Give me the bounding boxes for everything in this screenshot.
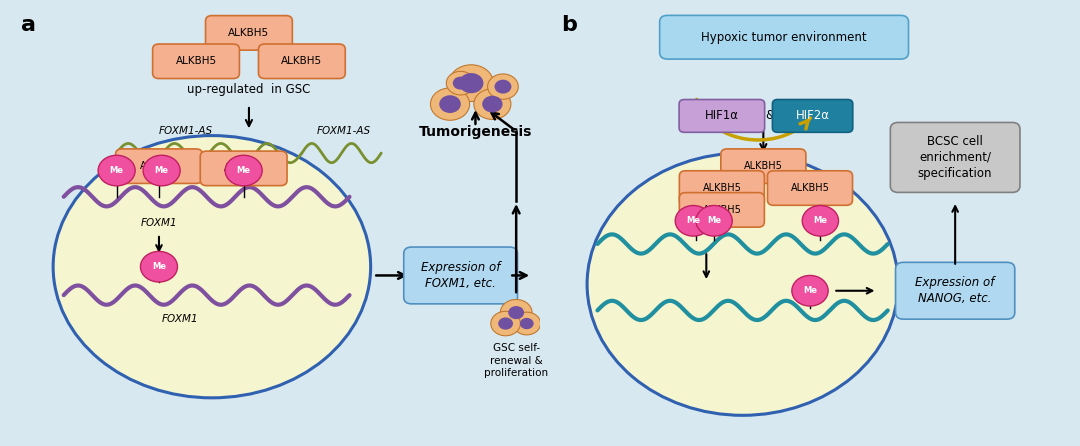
Text: FOXM1-AS: FOXM1-AS — [318, 126, 372, 136]
Circle shape — [500, 299, 532, 326]
FancyBboxPatch shape — [768, 171, 852, 205]
Text: BCSC cell
enrichment/
specification: BCSC cell enrichment/ specification — [918, 135, 993, 180]
Text: HIF1α: HIF1α — [705, 109, 739, 122]
Text: Tumorigenesis: Tumorigenesis — [419, 124, 532, 139]
Text: b: b — [562, 15, 577, 35]
Circle shape — [495, 80, 512, 94]
FancyBboxPatch shape — [205, 16, 293, 50]
Circle shape — [144, 155, 180, 186]
FancyBboxPatch shape — [772, 99, 853, 132]
Text: Me: Me — [237, 166, 251, 175]
Text: ALKBH5: ALKBH5 — [744, 161, 783, 171]
Circle shape — [513, 312, 540, 335]
Circle shape — [802, 206, 838, 236]
Text: Me: Me — [110, 166, 123, 175]
Circle shape — [588, 153, 899, 415]
Circle shape — [449, 65, 494, 102]
Circle shape — [140, 252, 177, 282]
Text: Expression of
FOXM1, etc.: Expression of FOXM1, etc. — [421, 261, 500, 290]
Text: ALKBH5: ALKBH5 — [791, 183, 829, 193]
Circle shape — [98, 155, 135, 186]
FancyBboxPatch shape — [200, 151, 287, 186]
Text: Me: Me — [687, 216, 700, 225]
FancyBboxPatch shape — [679, 171, 765, 205]
Circle shape — [487, 74, 518, 99]
Text: FOXM1: FOXM1 — [140, 218, 177, 228]
Text: ALKBH5: ALKBH5 — [225, 163, 264, 173]
Text: ALKBH5: ALKBH5 — [702, 183, 741, 193]
FancyBboxPatch shape — [404, 247, 517, 304]
FancyBboxPatch shape — [679, 99, 765, 132]
FancyBboxPatch shape — [720, 149, 806, 183]
Text: ALKBH5: ALKBH5 — [702, 205, 741, 215]
Text: FOXM1-AS: FOXM1-AS — [159, 126, 213, 136]
Text: Me: Me — [152, 262, 166, 271]
Circle shape — [225, 155, 262, 186]
Circle shape — [474, 89, 511, 120]
Text: Me: Me — [154, 166, 168, 175]
Text: &: & — [765, 109, 774, 122]
Circle shape — [498, 318, 513, 330]
Circle shape — [519, 318, 534, 329]
Circle shape — [431, 88, 470, 120]
FancyBboxPatch shape — [152, 44, 240, 78]
Circle shape — [696, 206, 732, 236]
Text: Hypoxic tumor environment: Hypoxic tumor environment — [701, 31, 867, 44]
Text: Me: Me — [804, 286, 816, 295]
FancyBboxPatch shape — [895, 262, 1015, 319]
Circle shape — [440, 95, 461, 113]
Circle shape — [446, 71, 475, 95]
FancyBboxPatch shape — [679, 193, 765, 227]
Circle shape — [675, 206, 712, 236]
Circle shape — [482, 96, 502, 112]
FancyBboxPatch shape — [258, 44, 346, 78]
Text: ALKBH5: ALKBH5 — [139, 161, 178, 171]
Text: Me: Me — [813, 216, 827, 225]
Text: GSC self-
renewal &
proliferation: GSC self- renewal & proliferation — [484, 343, 549, 378]
Circle shape — [53, 136, 370, 398]
Circle shape — [509, 306, 524, 319]
Text: ALKBH5: ALKBH5 — [228, 28, 270, 38]
Text: up-regulated  in GSC: up-regulated in GSC — [187, 83, 311, 96]
Circle shape — [490, 311, 521, 336]
Text: FOXM1: FOXM1 — [162, 314, 199, 324]
Text: a: a — [22, 15, 37, 35]
Text: HIF2α: HIF2α — [796, 109, 829, 122]
FancyBboxPatch shape — [890, 123, 1020, 192]
Circle shape — [453, 77, 469, 90]
Text: Me: Me — [707, 216, 721, 225]
FancyBboxPatch shape — [660, 15, 908, 59]
Text: ALKBH5: ALKBH5 — [175, 56, 217, 66]
Circle shape — [459, 73, 484, 93]
Circle shape — [792, 276, 828, 306]
Text: ALKBH5: ALKBH5 — [281, 56, 323, 66]
FancyBboxPatch shape — [116, 149, 202, 183]
Text: Expression of
NANOG, etc.: Expression of NANOG, etc. — [916, 276, 995, 305]
